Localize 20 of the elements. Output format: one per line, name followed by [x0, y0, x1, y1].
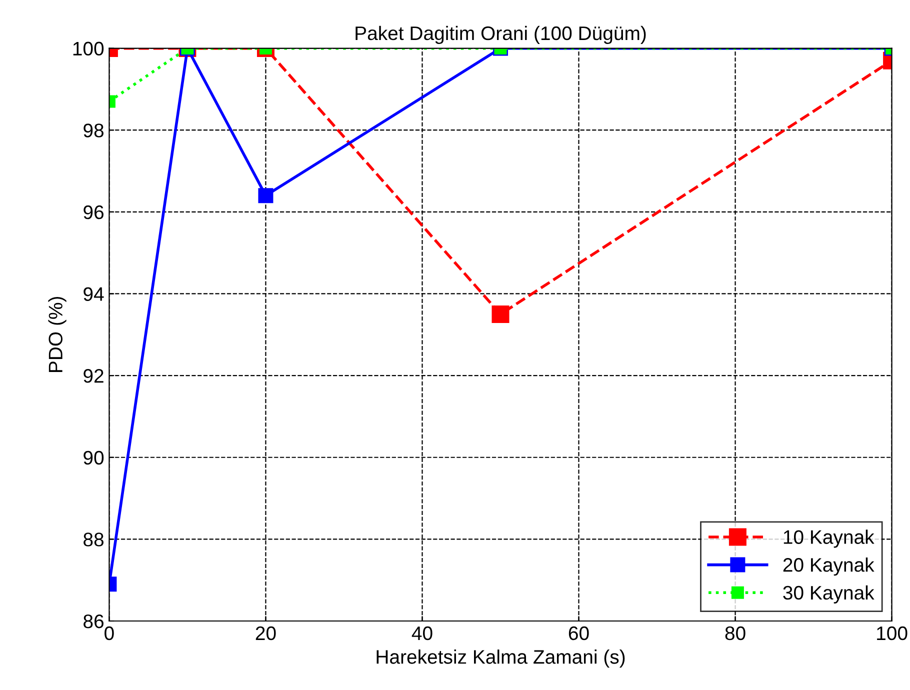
legend-label: 10 Kaynak	[784, 530, 874, 548]
y-tick-label: 88	[84, 532, 104, 546]
x-tick-label: 20	[256, 626, 276, 640]
y-tick-label: 96	[84, 205, 104, 220]
x-tick-label: 0	[104, 626, 114, 640]
y-tick-label: 90	[84, 450, 104, 465]
y-tick-label: 94	[84, 287, 104, 301]
x-tick-label: 100	[877, 626, 908, 640]
x-tick-label: 60	[568, 626, 589, 640]
y-tick-label: 98	[84, 124, 104, 138]
y-tick-label: 92	[84, 369, 104, 383]
x-tick-label: 80	[725, 626, 746, 640]
y-axis-title: PDO (%)	[48, 296, 66, 372]
legend-label: 20 Kaynak	[783, 558, 874, 576]
x-axis-title: Hareketsiz Kalma Zamani (s)	[376, 650, 625, 668]
x-tick-label: 40	[412, 626, 432, 640]
chart-title: Paket Dagitim Orani (100 Dügüm)	[356, 26, 646, 44]
legend-label: 30 Kaynak	[783, 585, 874, 604]
y-tick-label: 86	[84, 614, 104, 628]
y-tick-label: 100	[73, 42, 104, 56]
